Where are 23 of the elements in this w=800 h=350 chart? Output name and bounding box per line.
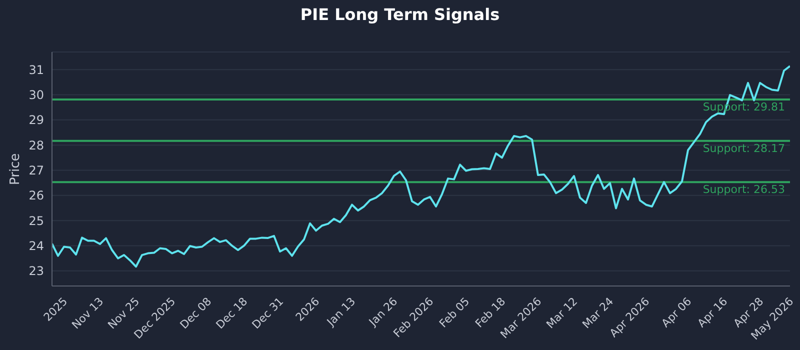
y-tick-label: 24: [28, 239, 44, 253]
x-tick-label: Jan 13: [324, 294, 358, 330]
y-tick-label: 31: [28, 62, 44, 77]
line-series: [52, 65, 790, 268]
x-tick-label: Dec 18: [214, 294, 250, 332]
y-tick-label: 26: [28, 188, 44, 203]
y-tick-label: 30: [28, 88, 44, 102]
x-tick-label: Mar 12: [544, 294, 580, 332]
ref-line-label: Support: 28.17: [702, 142, 785, 155]
x-tick-label: Dec 08: [178, 294, 214, 332]
y-tick-label: 29: [28, 113, 44, 128]
x-tick-label: Apr 06: [659, 294, 694, 330]
y-tick-label: 23: [28, 264, 44, 278]
y-tick-label: 25: [28, 214, 44, 228]
chart-title: PIE Long Term Signals: [299, 5, 501, 24]
x-tick-label: Dec 31: [250, 294, 286, 332]
y-axis-title: Price: [8, 153, 23, 185]
ref-line-label: Support: 26.53: [702, 183, 785, 196]
y-tick-label: 27: [28, 164, 44, 178]
x-tick-label: Apr 16: [695, 294, 730, 330]
x-tick-label: Feb 05: [436, 294, 472, 330]
y-tick-label: 28: [28, 138, 44, 152]
x-tick-label: Nov 13: [69, 294, 106, 332]
